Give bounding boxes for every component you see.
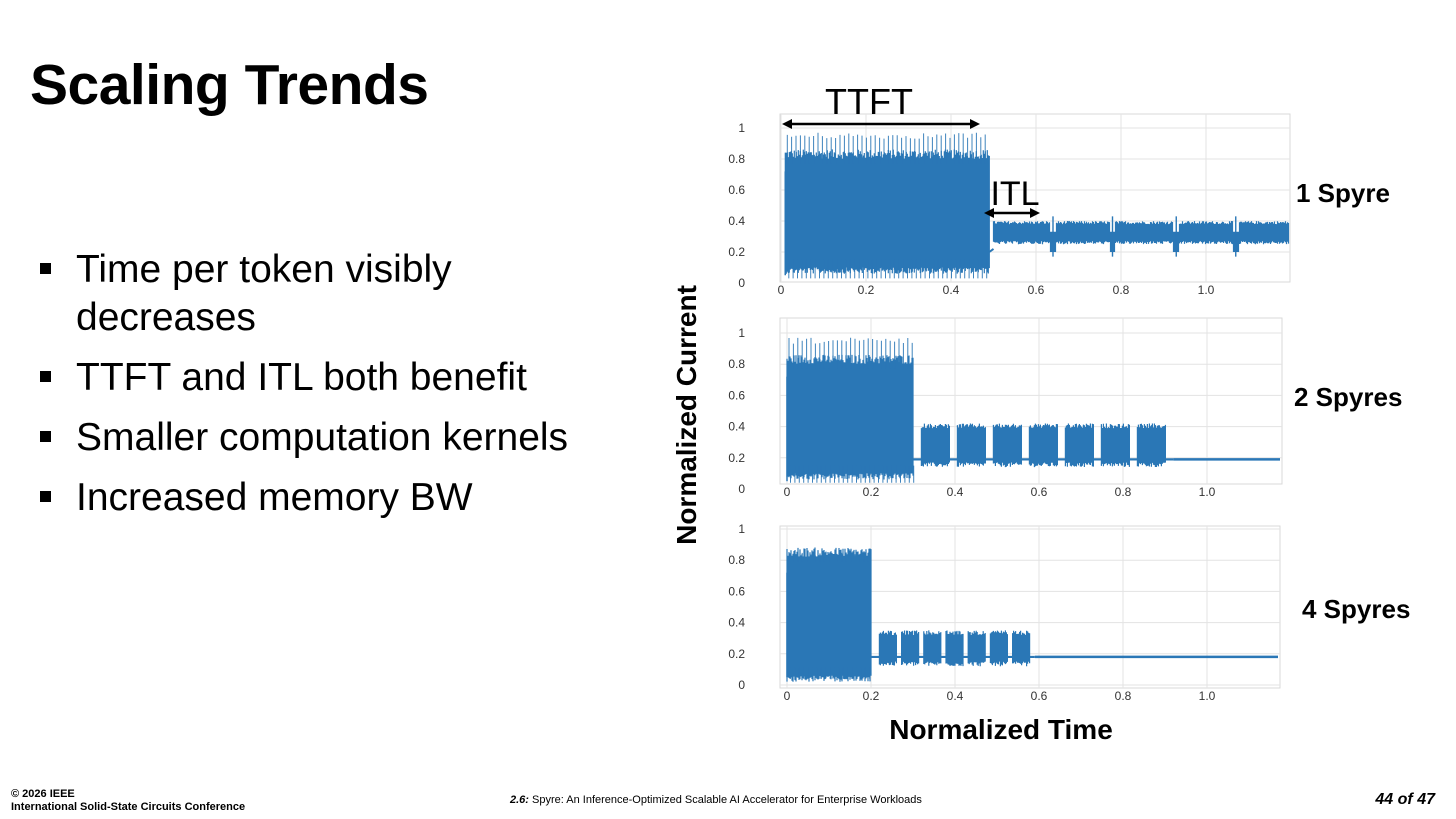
x-tick-label: 0.2 <box>863 485 880 499</box>
footer-paper: 2.6: Spyre: An Inference-Optimized Scala… <box>510 794 922 806</box>
itl-burst <box>1136 423 1166 467</box>
y-tick-label: 0 <box>738 678 745 692</box>
y-tick-label: 1 <box>738 522 745 536</box>
x-tick-label: 0 <box>778 283 785 297</box>
y-tick-label: 0 <box>738 482 745 496</box>
bullet-list: Time per token visibly decreases TTFT an… <box>38 246 638 534</box>
ttft-spikes <box>788 552 871 679</box>
square-bullet-icon <box>40 431 51 442</box>
itl-burst <box>920 423 950 467</box>
x-axis-title: Normalized Time <box>889 714 1113 745</box>
itl-burst <box>1064 423 1094 467</box>
y-tick-label: 1 <box>738 326 745 340</box>
bullet-text: TTFT and ITL both benefit <box>76 356 527 399</box>
y-tick-label: 0 <box>738 276 745 290</box>
x-tick-label: 1.0 <box>1199 689 1216 703</box>
y-tick-label: 0.8 <box>728 553 745 567</box>
ttft-spikes <box>786 132 988 279</box>
ttft-trace <box>786 547 872 682</box>
bullet-text: Time per token visibly decreases <box>76 248 452 339</box>
slide-title: Scaling Trends <box>30 53 429 117</box>
y-tick-label: 0.4 <box>728 214 745 228</box>
conference-name: International Solid-State Circuits Confe… <box>11 801 246 813</box>
x-tick-label: 1.0 <box>1199 485 1216 499</box>
phase-transition <box>988 248 995 253</box>
y-tick-label: 0.2 <box>728 245 745 259</box>
copyright-line: © 2026 IEEE <box>11 788 75 800</box>
y-tick-label: 0.6 <box>728 183 745 197</box>
bullet-item: Time per token visibly decreases <box>38 246 638 342</box>
y-tick-label: 0.4 <box>728 616 745 630</box>
itl-burst <box>901 630 920 666</box>
itl-arrow-left-head-icon <box>984 208 994 218</box>
y-tick-label: 0.8 <box>728 152 745 166</box>
x-tick-label: 0.6 <box>1031 689 1048 703</box>
page-number: 44 of 47 <box>1375 791 1435 808</box>
y-tick-label: 0.4 <box>728 420 745 434</box>
itl-burst <box>878 630 897 666</box>
y-tick-label: 1 <box>738 121 745 135</box>
x-tick-label: 0.8 <box>1113 283 1130 297</box>
session-number: 2.6: <box>510 794 529 806</box>
paper-title: Spyre: An Inference-Optimized Scalable A… <box>532 794 922 806</box>
x-tick-label: 1.0 <box>1198 283 1215 297</box>
x-tick-label: 0.6 <box>1028 283 1045 297</box>
y-tick-label: 0.6 <box>728 584 745 598</box>
square-bullet-icon <box>40 263 51 274</box>
footer-copyright: © 2026 IEEE International Solid-State Ci… <box>11 788 245 814</box>
bullet-text: Increased memory BW <box>76 476 473 519</box>
itl-burst <box>1012 630 1031 667</box>
bullet-item: Smaller computation kernels <box>38 414 638 462</box>
ttft-annotation: TTFT <box>825 81 913 122</box>
x-tick-label: 0 <box>784 485 791 499</box>
y-tick-label: 0.2 <box>728 647 745 661</box>
bullet-item: Increased memory BW <box>38 474 638 522</box>
x-tick-label: 0 <box>784 689 791 703</box>
itl-burst <box>1100 423 1130 467</box>
square-bullet-icon <box>40 371 51 382</box>
x-tick-label: 0.8 <box>1115 485 1132 499</box>
x-tick-label: 0.6 <box>1031 485 1048 499</box>
itl-burst <box>992 423 1022 468</box>
y-tick-label: 0.2 <box>728 451 745 465</box>
panel-label: 2 Spyres <box>1294 382 1402 412</box>
itl-burst <box>956 423 986 467</box>
ttft-trace <box>786 354 914 480</box>
y-tick-label: 0.6 <box>728 388 745 402</box>
x-tick-label: 0.4 <box>943 283 960 297</box>
panel-label: 1 Spyre <box>1296 178 1390 208</box>
itl-burst <box>967 630 986 667</box>
y-axis-title: Normalized Current <box>671 285 702 545</box>
ttft-trace <box>784 149 990 274</box>
itl-trace <box>992 221 1290 252</box>
x-tick-label: 0.2 <box>863 689 880 703</box>
ttft-spikes <box>788 337 915 483</box>
itl-arrow-right-head-icon <box>1030 208 1040 218</box>
itl-burst <box>1028 423 1058 468</box>
x-tick-label: 0.4 <box>947 689 964 703</box>
ttft-arrow-right-head-icon <box>970 119 980 129</box>
itl-burst <box>923 630 942 666</box>
x-tick-label: 0.2 <box>858 283 875 297</box>
x-tick-label: 0.8 <box>1115 689 1132 703</box>
ttft-arrow-left-head-icon <box>782 119 792 129</box>
square-bullet-icon <box>40 491 51 502</box>
panel-label: 4 Spyres <box>1302 594 1410 624</box>
y-tick-label: 0.8 <box>728 357 745 371</box>
bullet-text: Smaller computation kernels <box>76 416 569 459</box>
itl-burst <box>989 630 1008 667</box>
x-tick-label: 0.4 <box>947 485 964 499</box>
itl-annotation: ITL <box>990 175 1039 213</box>
itl-burst <box>945 630 964 667</box>
bullet-item: TTFT and ITL both benefit <box>38 354 638 402</box>
